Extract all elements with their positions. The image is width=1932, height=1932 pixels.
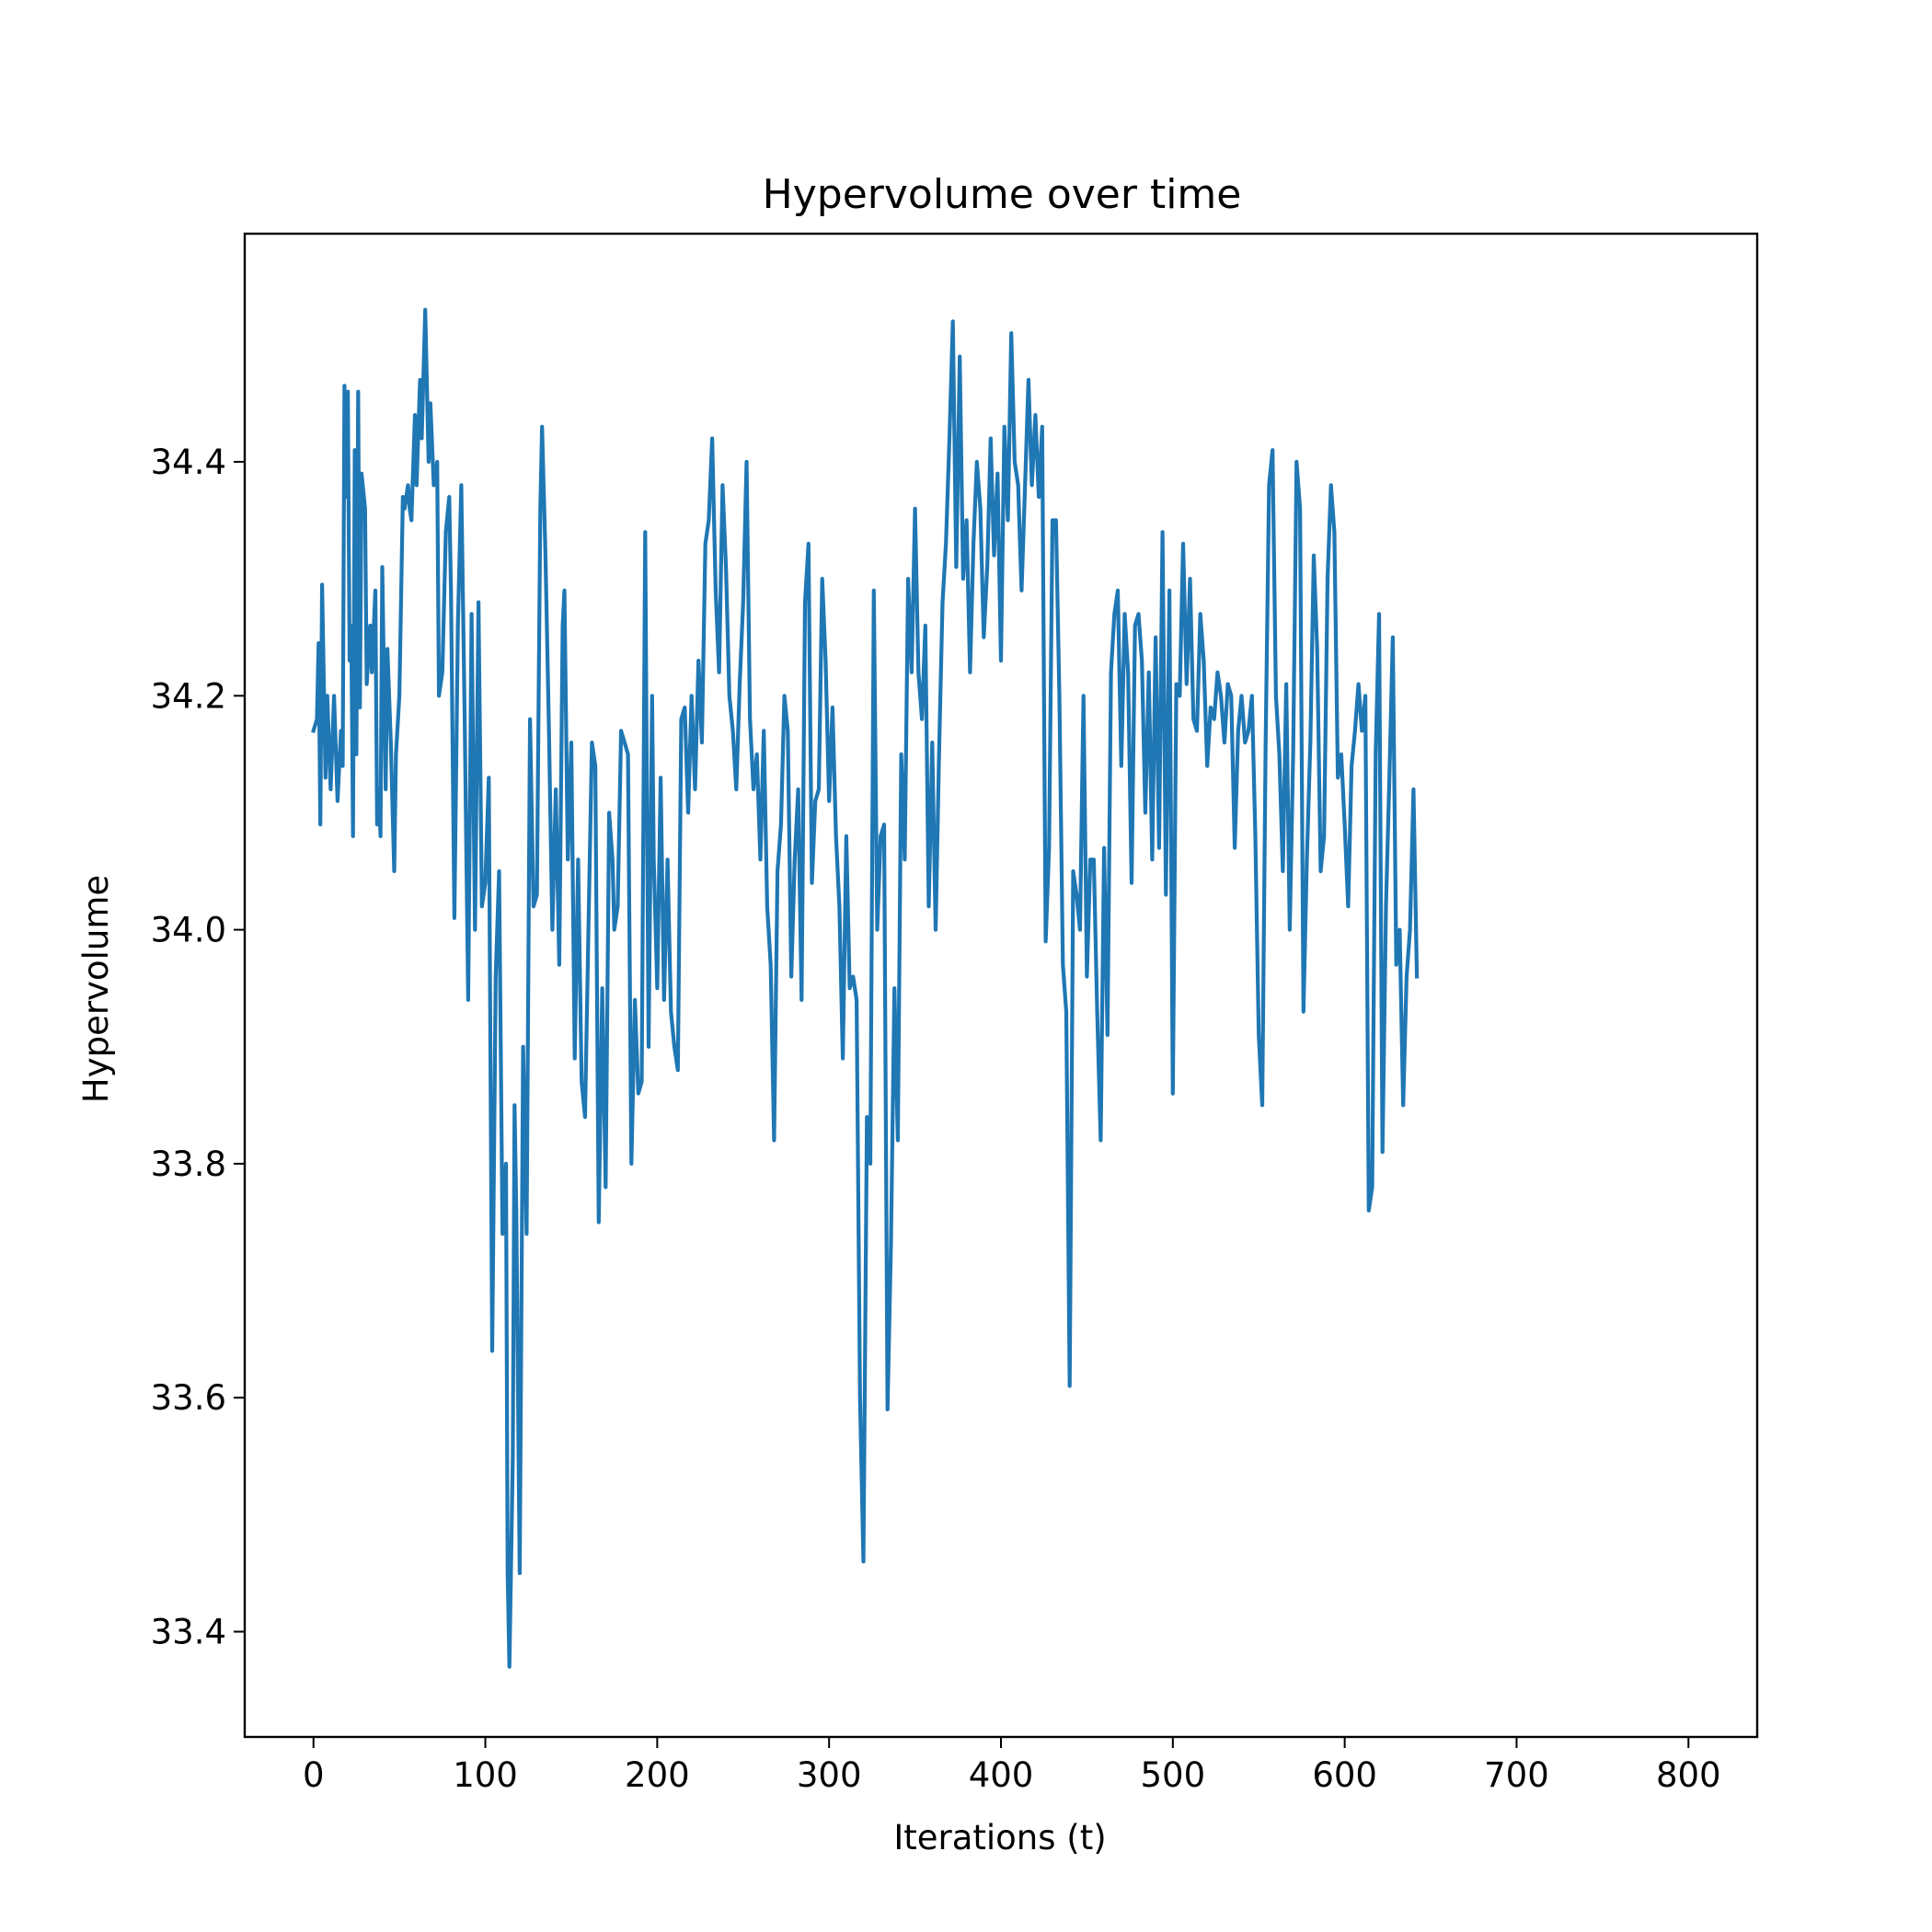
chart-title: Hypervolume over time [763, 171, 1242, 218]
y-tick-label: 33.8 [151, 1144, 226, 1184]
y-tick-label: 34.0 [151, 911, 226, 950]
x-tick-label: 600 [1312, 1755, 1377, 1795]
x-tick-label: 300 [797, 1755, 862, 1795]
y-tick-label: 34.4 [151, 443, 226, 482]
x-tick-label: 100 [453, 1755, 518, 1795]
x-tick-label: 400 [969, 1755, 1034, 1795]
x-tick-label: 700 [1484, 1755, 1549, 1795]
x-tick-label: 200 [625, 1755, 690, 1795]
x-tick-label: 500 [1141, 1755, 1206, 1795]
series-line [311, 307, 1420, 1669]
x-axis-label: Iterations (t) [893, 1818, 1106, 1857]
y-axis: 33.4 33.6 33.8 34.0 34.2 34.4 [151, 443, 245, 1652]
x-axis: 0 100 200 300 400 500 600 700 800 [303, 1737, 1721, 1795]
x-tick-label: 800 [1656, 1755, 1721, 1795]
y-tick-label: 33.6 [151, 1378, 226, 1418]
y-axis-label: Hypervolume [76, 875, 116, 1103]
y-tick-label: 33.4 [151, 1613, 226, 1652]
y-tick-label: 34.2 [151, 676, 226, 716]
x-tick-label: 0 [303, 1755, 325, 1795]
plot-area [311, 307, 1420, 1669]
